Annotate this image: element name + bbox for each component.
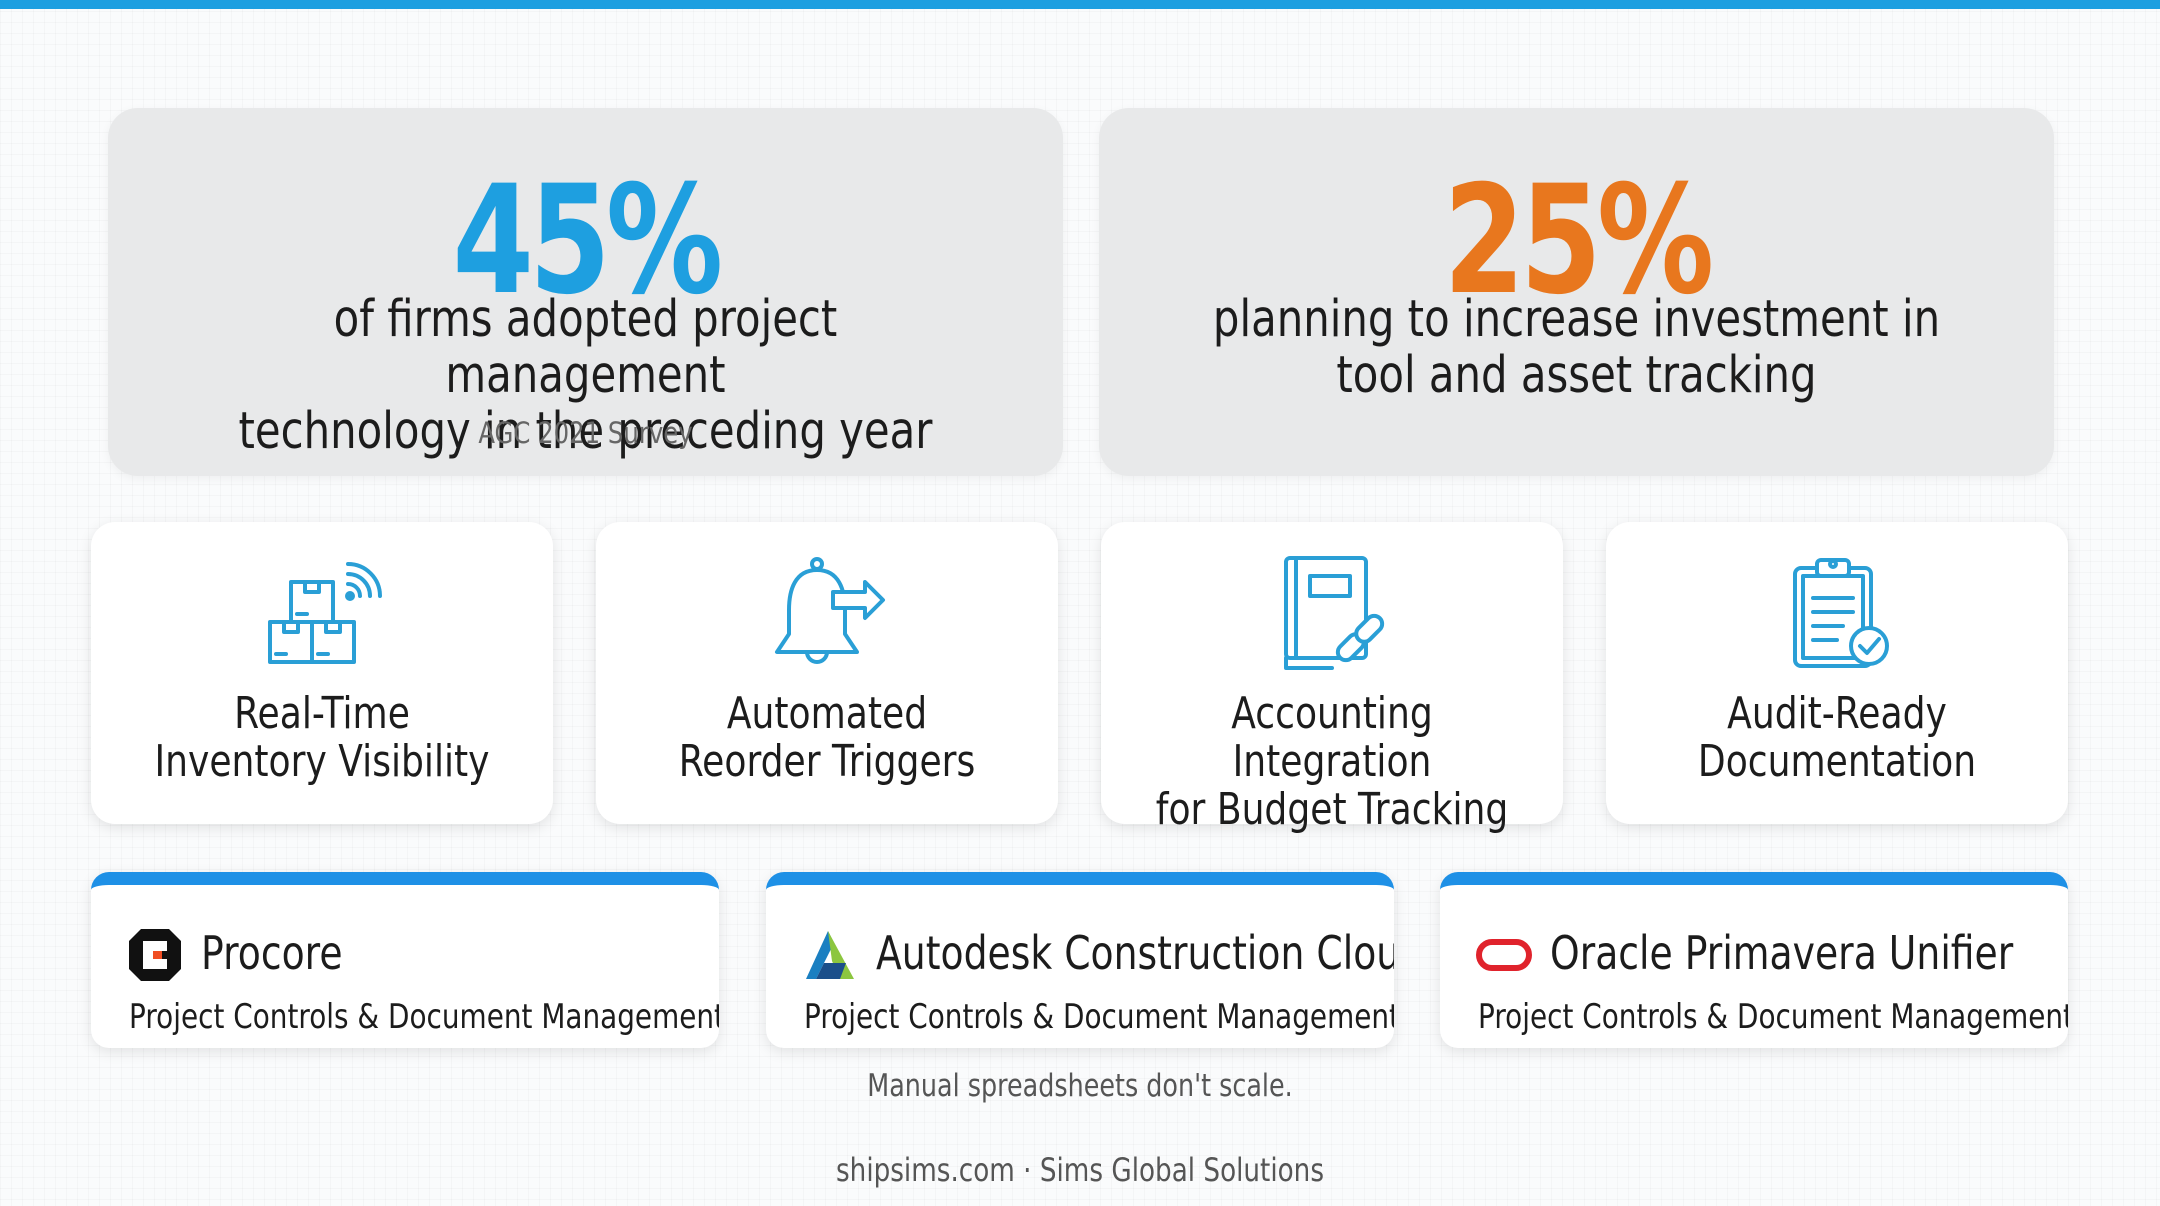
tool-subtitle: Project Controls & Document Management [1478, 997, 2068, 1037]
stat-value: 25% [1443, 154, 1714, 328]
footer-credit: shipsims.com · Sims Global Solutions [836, 1151, 1324, 1189]
tool-card-procore: Procore Project Controls & Document Mana… [91, 872, 719, 1048]
tool-card-autodesk: Autodesk Construction Cloud Project Cont… [766, 872, 1394, 1048]
procore-logo [129, 929, 181, 981]
feature-card-audit: Audit-Ready Documentation [1606, 522, 2068, 824]
tool-name: Autodesk Construction Cloud [876, 926, 1394, 980]
feature-label: Accounting Integration for Budget Tracki… [1155, 688, 1509, 835]
tagline: Manual spreadsheets don't scale. [867, 1068, 1293, 1104]
feature-label: Real-Time Inventory Visibility [154, 688, 490, 787]
stat-description: of firms adopted project management tech… [238, 290, 933, 461]
top-accent-bar [0, 0, 2160, 9]
feature-card-accounting: Accounting Integration for Budget Tracki… [1101, 522, 1563, 834]
tool-subtitle: Project Controls & Document Management [129, 997, 719, 1037]
clipboard-check-icon [1793, 558, 1889, 668]
tool-subtitle: Project Controls & Document Management [804, 997, 1394, 1037]
stat-value: 45% [452, 154, 723, 328]
bell-arrow-icon [775, 557, 885, 664]
feature-card-reorder: Automated Reorder Triggers [596, 522, 1058, 824]
feature-label: Automated Reorder Triggers [678, 688, 976, 787]
stat-card-adoption: 45% of firms adopted project management … [108, 108, 1063, 476]
oracle-logo [1476, 939, 1532, 971]
tool-card-oracle: Oracle Primavera Unifier Project Control… [1440, 872, 2068, 1048]
tool-name: Procore [201, 926, 343, 980]
stat-description: planning to increase investment in tool … [1212, 290, 1941, 405]
feature-label: Audit-Ready Documentation [1697, 688, 1977, 787]
ledger-link-icon [1284, 556, 1385, 670]
stat-card-investment: 25% planning to increase investment in t… [1099, 108, 2054, 476]
tool-name: Oracle Primavera Unifier [1550, 926, 2014, 980]
stat-source: AGC 2021 Survey [478, 416, 693, 450]
autodesk-logo [806, 931, 854, 979]
inventory-boxes-wifi-icon [268, 562, 382, 664]
feature-card-inventory: Real-Time Inventory Visibility [91, 522, 553, 824]
